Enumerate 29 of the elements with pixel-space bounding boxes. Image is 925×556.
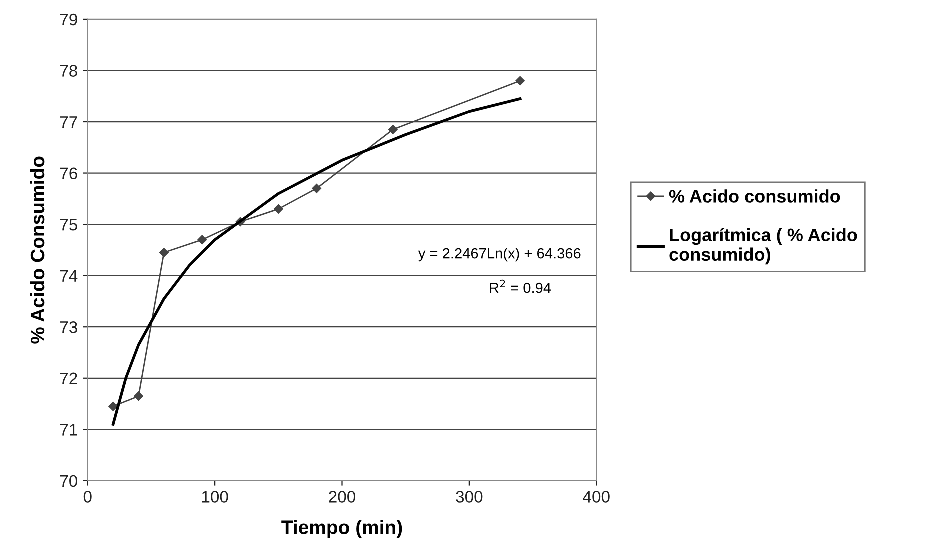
point [274,204,284,214]
x-tick-label: 400 [583,491,610,503]
y-tick-label: 73 [60,322,78,334]
legend-label: % Acido consumido [669,190,840,203]
y-tick-label: 70 [60,475,78,488]
point [108,402,118,412]
point [312,184,322,194]
y-tick-label: 72 [60,372,78,384]
y-tick-label: 79 [60,14,78,26]
annotation: y = 2.2467Ln(x) + 64.366 [418,248,581,262]
y-tick-label: 71 [60,424,78,436]
point [134,392,144,401]
legend-label: Logarítmica ( % Acido consumido) [670,228,858,265]
y-tick-label: 74 [60,270,78,282]
y-tick-label: 77 [60,116,78,128]
x-tick-label: 0 [84,491,92,503]
x-tick-label: 300 [456,491,483,503]
y-tick-label: 78 [60,65,78,77]
y-tick-label: 76 [60,168,78,180]
annotation: R$^{2}$ = 0.94 [490,280,552,294]
x-tick-label: 200 [329,491,356,503]
point [516,76,525,86]
point [160,248,169,258]
y-axis-title: % Acido Consumido [30,156,45,344]
x-axis-title: Tiempo (min) [282,520,402,538]
x-tick-label: 100 [202,491,228,503]
y-tick-label: 75 [60,219,78,231]
point [198,235,207,245]
point [388,125,398,134]
